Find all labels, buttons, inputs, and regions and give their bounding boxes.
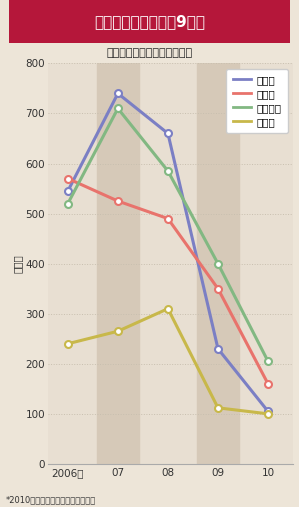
FancyBboxPatch shape [0, 0, 299, 45]
Legend: 新日本, あずさ, トーマツ, あらた: 新日本, あずさ, トーマツ, あらた [226, 68, 288, 133]
Text: *2010年の採用数は本誌取材による: *2010年の採用数は本誌取材による [6, 495, 96, 504]
Text: ４大監査法人の採用数の推移: ４大監査法人の採用数の推移 [106, 48, 193, 58]
Bar [197, 63, 239, 464]
Y-axis label: （人）: （人） [13, 255, 23, 273]
Text: 新日本はピーク時の9割減: 新日本はピーク時の9割減 [94, 14, 205, 29]
Bar [97, 63, 139, 464]
